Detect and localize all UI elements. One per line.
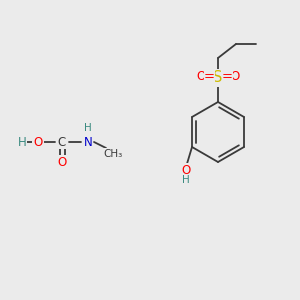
Text: H: H [18, 136, 26, 148]
Text: CH₃: CH₃ [103, 149, 123, 159]
Text: O: O [57, 155, 67, 169]
Text: O: O [230, 70, 240, 83]
Text: S: S [213, 70, 223, 86]
Text: =: = [203, 70, 214, 83]
Text: C: C [58, 136, 66, 148]
Text: H: H [182, 175, 190, 185]
Text: =: = [221, 70, 233, 83]
Text: O: O [33, 136, 43, 148]
Text: N: N [84, 136, 92, 148]
Text: H: H [84, 123, 92, 133]
Text: O: O [196, 70, 206, 83]
Text: O: O [182, 164, 190, 176]
